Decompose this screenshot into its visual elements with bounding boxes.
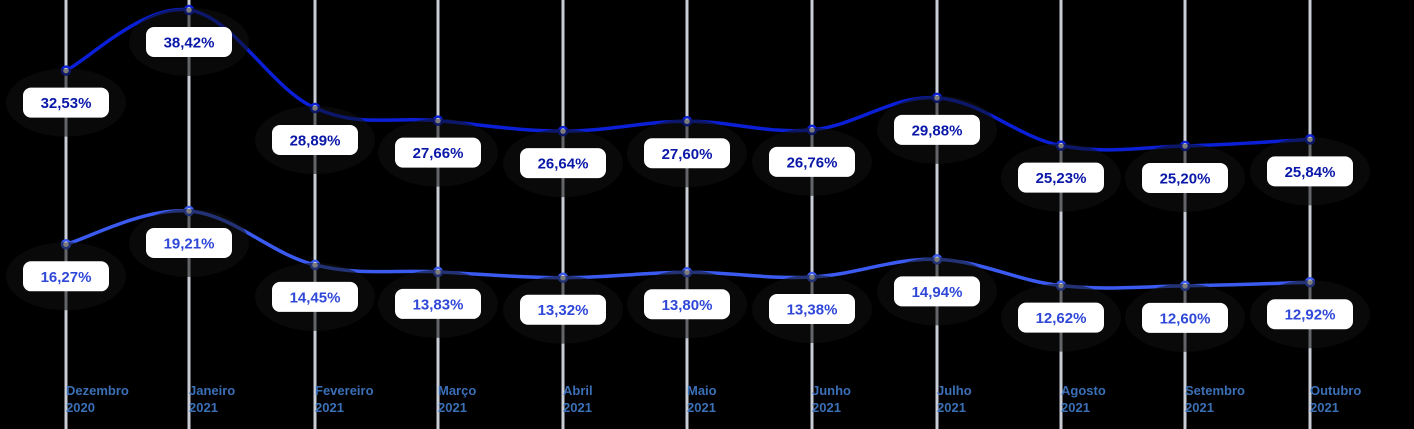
series-1-data-label-7: 26,76% [787,154,838,171]
data-label-box [644,138,730,169]
data-label-box [23,87,109,118]
series-1-data-label-10: 25,20% [1160,170,1211,187]
x-tick-label-8: Julho 2021 [937,383,972,415]
x-tick-label-5: Abril 2021 [563,383,593,415]
data-label-box [1142,302,1228,333]
series-1-data-label-1: 32,53% [41,95,92,112]
data-label-box [272,124,358,155]
data-label-box [146,27,232,57]
data-label-box [23,261,109,292]
series-2-data-label-3: 14,45% [290,289,341,306]
data-label-box [1267,156,1353,187]
series-2-data-label-8: 14,94% [912,284,963,301]
data-label-box [894,114,980,145]
series-2-data-label-11: 12,92% [1285,307,1336,324]
x-tick-label-10: Setembro 2021 [1185,383,1245,415]
x-tick-label-6: Maio 2021 [687,383,717,415]
series-2-data-label-7: 13,38% [787,302,838,319]
x-tick-label-9: Agosto 2021 [1061,383,1106,415]
data-label-box [520,148,606,179]
series-2-data-label-10: 12,60% [1160,310,1211,327]
data-label-box [395,137,481,168]
series-1-data-label-5: 26,64% [538,156,589,173]
series-1-data-label-9: 25,23% [1036,170,1087,187]
data-label-box [894,276,980,307]
series-1-data-label-8: 29,88% [912,122,963,139]
x-tick-label-4: Março 2021 [438,383,476,415]
data-label-box [644,289,730,320]
series-2-data-label-9: 12,62% [1036,310,1087,327]
x-tick-label-11: Outubro 2021 [1310,383,1361,415]
grid-layer [64,0,1312,429]
data-label-box [146,228,232,258]
data-label-box [272,281,358,312]
series-2-data-label-2: 19,21% [164,236,215,253]
series-2-data-label-6: 13,80% [662,297,713,314]
data-label-box [520,294,606,325]
series-1-data-label-6: 27,60% [662,146,713,163]
series-1-data-label-3: 28,89% [290,132,341,149]
x-tick-label-7: Junho 2021 [812,383,851,415]
data-label-box [1267,299,1353,330]
data-label-box [769,146,855,177]
series-1-data-label-11: 25,84% [1285,164,1336,181]
x-tick-label-2: Janeiro 2021 [189,383,235,415]
series-1-data-label-2: 38,42% [164,35,215,52]
data-label-box [769,294,855,325]
x-tick-label-1: Dezembro 2020 [66,383,129,415]
series-2-data-label-4: 13,83% [413,296,464,313]
x-tick-label-3: Fevereiro 2021 [315,383,374,415]
series-2-data-label-5: 13,32% [538,302,589,319]
series-1-data-label-4: 27,66% [413,145,464,162]
data-label-box [395,288,481,319]
data-label-box [1142,162,1228,193]
data-label-box [1018,302,1104,333]
data-label-box [1018,162,1104,193]
x-tick-layer: Dezembro 2020 Janeiro 2021 Fevereiro 2021 Març… [66,383,1361,415]
series-2-data-label-1: 16,27% [41,269,92,286]
data-label-layer: 32,53% 38,42% 28,89% 27,66% 26,64% 27,60% 26,7… [6,8,1370,352]
